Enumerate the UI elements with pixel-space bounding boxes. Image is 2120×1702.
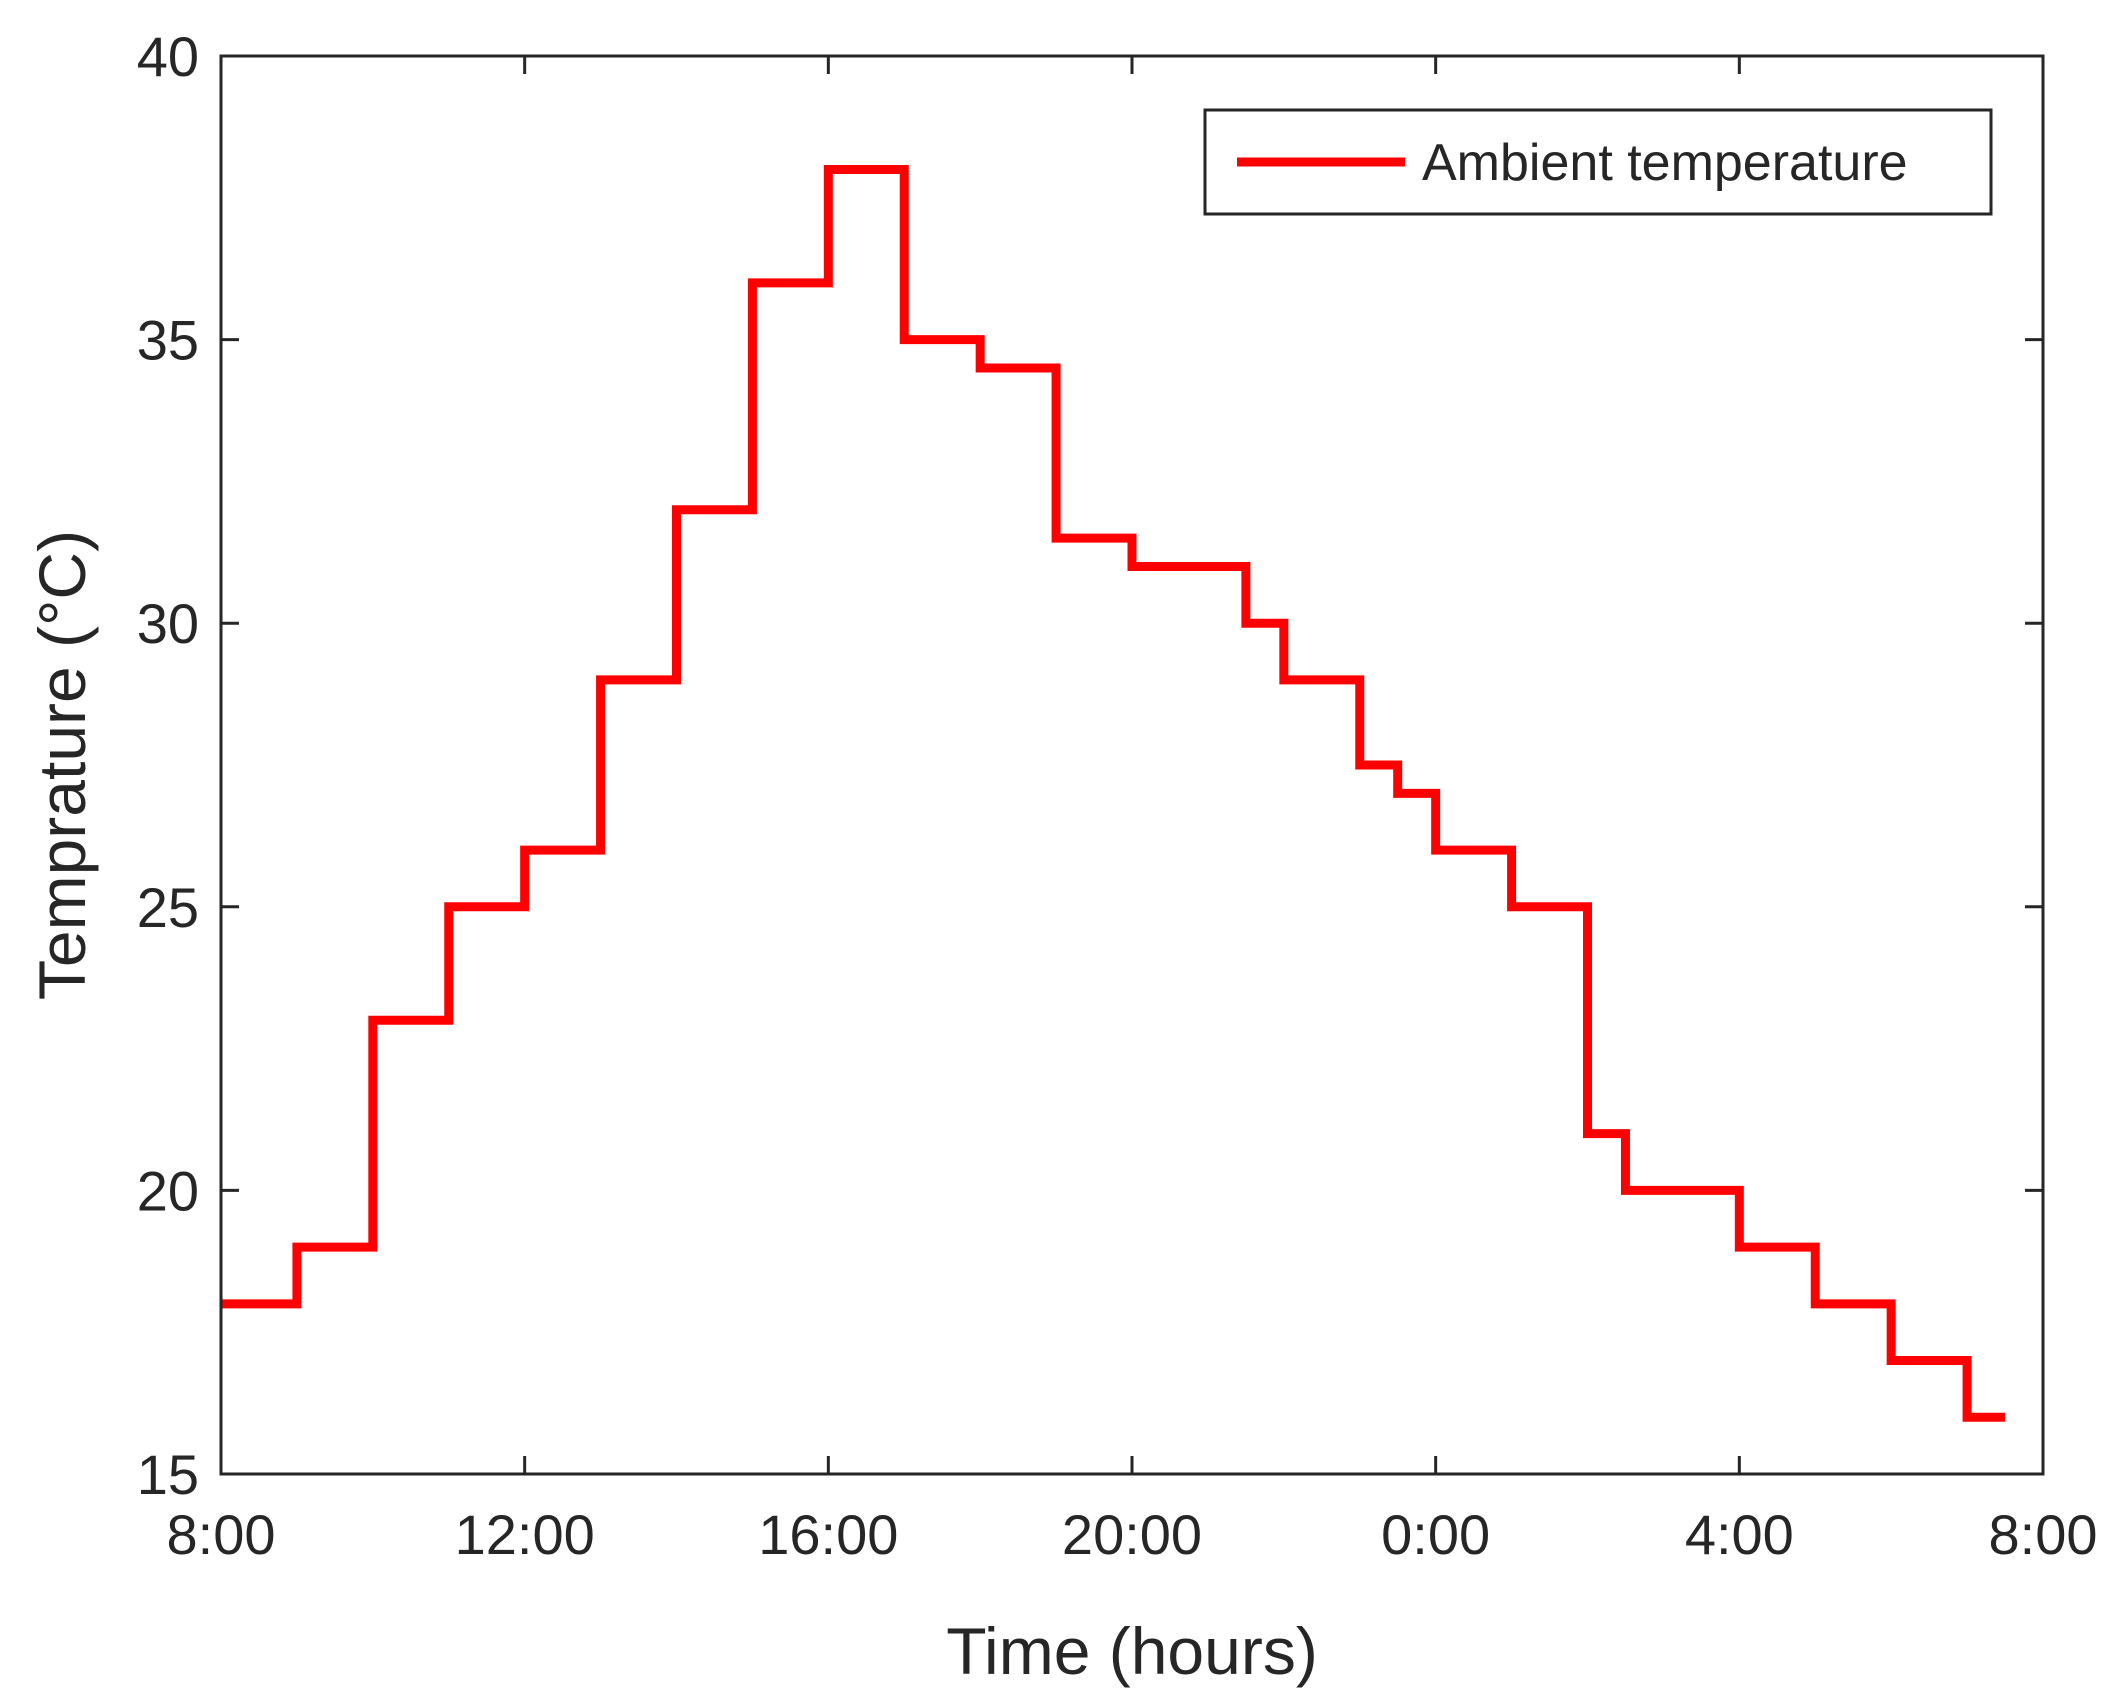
x-tick-label: 8:00 — [167, 1503, 276, 1566]
y-axis-title: Temprature (°C) — [25, 530, 99, 1000]
x-tick-label: 8:00 — [1989, 1503, 2098, 1566]
legend: Ambient temperature — [1203, 108, 1993, 216]
y-tick-label: 15 — [137, 1443, 199, 1506]
x-tick-label: 12:00 — [455, 1503, 595, 1566]
series-line-ambient-temperature — [221, 164, 2006, 1422]
y-tick-label: 30 — [137, 592, 199, 655]
x-tick-label: 4:00 — [1685, 1503, 1794, 1566]
x-tick-labels: 8:00 12:00 16:00 20:00 0:00 4:00 8:00 — [167, 1503, 2098, 1566]
y-tick-labels: 15 20 25 30 35 40 — [137, 25, 199, 1506]
plot-frame — [219, 54, 2045, 1476]
legend-label: Ambient temperature — [1422, 134, 1908, 192]
y-tick-label: 25 — [137, 876, 199, 939]
y-tick-label: 20 — [137, 1159, 199, 1222]
x-tick-label: 16:00 — [758, 1503, 898, 1566]
series-layer — [221, 164, 2006, 1422]
y-tick-label: 35 — [137, 309, 199, 372]
y-tick-label: 40 — [137, 25, 199, 88]
x-tick-label: 0:00 — [1381, 1503, 1490, 1566]
x-axis-title: Time (hours) — [946, 1614, 1318, 1688]
x-tick-label: 20:00 — [1062, 1503, 1202, 1566]
